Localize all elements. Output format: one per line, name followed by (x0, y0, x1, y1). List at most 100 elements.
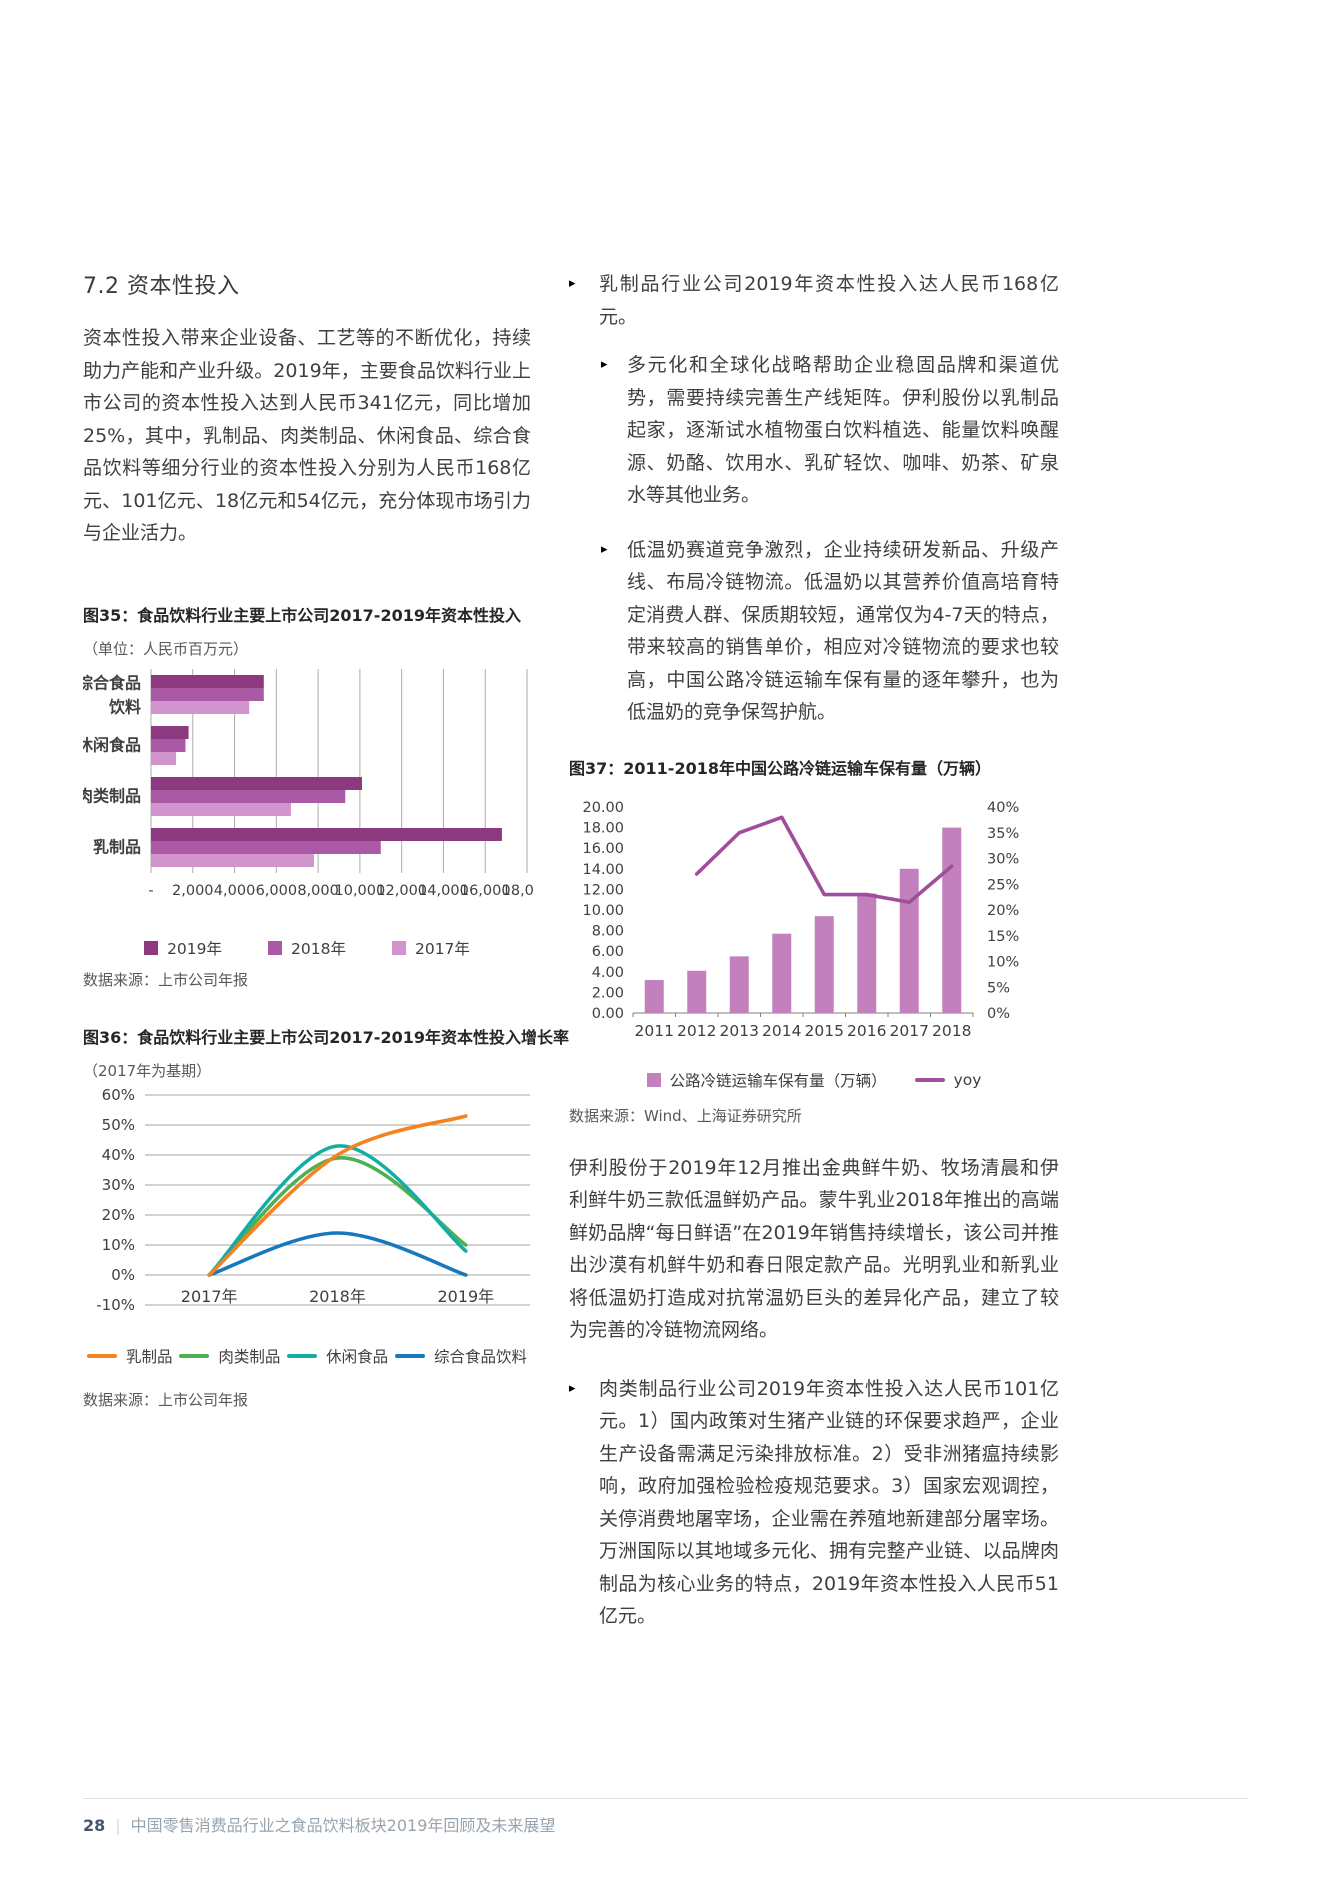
legend-label: yoy (953, 1070, 982, 1089)
svg-text:18,000: 18,000 (502, 883, 533, 899)
figure-35: 图35：食品饮料行业主要上市公司2017-2019年资本性投入 （单位：人民币百… (76, 602, 552, 990)
svg-text:2015: 2015 (805, 1022, 844, 1040)
svg-text:2014: 2014 (762, 1022, 801, 1040)
legend-label: 乳制品 (126, 1347, 173, 1366)
svg-text:12.00: 12.00 (582, 882, 624, 898)
figure-37-combo-chart: 20.00 18.00 16.00 14.00 12.00 10.00 8.00 6.00 4.… (582, 800, 1019, 1040)
svg-text:18.00: 18.00 (582, 820, 624, 836)
svg-text:14.00: 14.00 (582, 861, 624, 877)
figure-36-legend: 乳制品 肉类制品 休闲食品 综合食品饮料 (83, 1345, 531, 1367)
svg-text:15%: 15% (987, 928, 1019, 944)
legend-item: 肉类制品 (179, 1345, 280, 1367)
bullet-meat-capex: ▸ 肉类制品行业公司2019年资本性投入达人民币101亿元。1）国内政策对生猪产… (569, 1373, 1059, 1633)
legend-item: 2017年 (391, 937, 470, 959)
legend-square-swatch (268, 940, 283, 955)
svg-text:综合食品: 综合食品 (83, 673, 141, 692)
svg-text:2013: 2013 (720, 1022, 759, 1040)
svg-text:60%: 60% (102, 1086, 135, 1104)
legend-item: 休闲食品 (287, 1345, 388, 1367)
legend-square-swatch (391, 940, 406, 955)
svg-text:40%: 40% (987, 800, 1019, 816)
bullet-chilled-milk-text: 低温奶赛道竞争激烈，企业持续研发新品、升级产线、布局冷链物流。低温奶以其营养价值… (627, 538, 1059, 724)
svg-text:2,000: 2,000 (172, 883, 214, 899)
figure-35-unit: （单位：人民币百万元） (83, 639, 249, 658)
svg-text:10.00: 10.00 (582, 903, 624, 919)
svg-text:20%: 20% (102, 1206, 135, 1224)
bullet-triangle-icon: ▸ (601, 541, 608, 557)
svg-text:-: - (148, 883, 153, 899)
svg-text:50%: 50% (102, 1116, 135, 1134)
left-column: 7.2 资本性投入 资本性投入带来企业设备、工艺等的不断优化，持续助力产能和产业… (76, 268, 569, 1649)
svg-text:8.00: 8.00 (592, 923, 624, 939)
legend-label: 综合食品饮料 (433, 1347, 527, 1366)
svg-text:4,000: 4,000 (214, 883, 256, 899)
legend-item: 乳制品 (87, 1345, 173, 1367)
svg-text:6,000: 6,000 (256, 883, 298, 899)
svg-text:-10%: -10% (96, 1296, 135, 1314)
page-number: 28 (83, 1816, 106, 1835)
legend-item: 2019年 (144, 937, 222, 959)
figure-35-caption: 图35：食品饮料行业主要上市公司2017-2019年资本性投入 (83, 605, 521, 625)
svg-text:4.00: 4.00 (592, 964, 624, 980)
svg-text:5%: 5% (987, 980, 1010, 996)
svg-text:30%: 30% (102, 1176, 135, 1194)
svg-text:10%: 10% (102, 1236, 135, 1254)
svg-text:25%: 25% (987, 877, 1019, 893)
svg-text:2017: 2017 (890, 1022, 929, 1040)
svg-text:8,000: 8,000 (297, 883, 339, 899)
svg-text:乳制品: 乳制品 (93, 837, 141, 856)
svg-text:0.00: 0.00 (592, 1006, 624, 1022)
legend-item: yoy (914, 1070, 982, 1089)
legend-label: 2019年 (167, 939, 223, 958)
svg-text:16.00: 16.00 (582, 841, 624, 857)
bullet-triangle-icon: ▸ (601, 357, 608, 372)
legend-line-swatch (287, 1353, 318, 1358)
figure-37-legend: 公路冷链运输车保有量（万辆） yoy (569, 1069, 1059, 1091)
figure-36-source: 数据来源：上市公司年报 (83, 1390, 249, 1409)
section-heading: 7.2 资本性投入 (83, 274, 240, 299)
bullet-meat-capex-text: 肉类制品行业公司2019年资本性投入达人民币101亿元。1）国内政策对生猪产业链… (599, 1377, 1059, 1628)
right-column: ▸ 乳制品行业公司2019年资本性投入达人民币168亿元。 ▸ 多元化和全球化战… (569, 268, 1059, 1649)
figure-35-bar-chart: -2,000 4,000 6,000 8,00010,00012,00014,0001… (76, 668, 552, 899)
bullet-diversification-text: 多元化和全球化战略帮助企业稳固品牌和渠道优势，需要持续完善生产线矩阵。伊利股份以… (627, 354, 1059, 506)
intro-paragraph: 资本性投入带来企业设备、工艺等的不断优化，持续助力产能和产业升级。2019年，主… (83, 327, 531, 544)
figure-36-line-chart: 60% 50% 40% 30% 20% 10% 0% -10% 2017年 2018年 2019年 (96, 1086, 530, 1314)
legend-item: 综合食品饮料 (394, 1345, 527, 1367)
figure-36: 图36：食品饮料行业主要上市公司2017-2019年资本性投入增长率 （2017… (83, 1024, 569, 1410)
bullet-dairy-capex: ▸ 乳制品行业公司2019年资本性投入达人民币168亿元。 (569, 268, 1059, 333)
svg-text:2018年: 2018年 (309, 1287, 366, 1306)
bullet-triangle-icon: ▸ (569, 1380, 576, 1396)
svg-text:35%: 35% (987, 825, 1019, 841)
figure-35-source: 数据来源：上市公司年报 (83, 970, 249, 989)
svg-text:12,000: 12,000 (376, 883, 427, 899)
legend-label: 公路冷链运输车保有量（万辆） (669, 1071, 887, 1090)
page-content: 7.2 资本性投入 资本性投入带来企业设备、工艺等的不断优化，持续助力产能和产业… (76, 268, 1063, 1649)
legend-item: 2018年 (268, 937, 346, 959)
figure-36-subtitle: （2017年为基期） (83, 1061, 212, 1080)
legend-line-swatch (179, 1353, 210, 1358)
page-footer: 28 | 中国零售消费品行业之食品饮料板块2019年回顾及未来展望 (83, 1798, 1248, 1836)
svg-text:0%: 0% (111, 1266, 135, 1284)
figure-37-caption: 图37：2011-2018年中国公路冷链运输车保有量（万辆） (569, 758, 991, 778)
svg-text:2017年: 2017年 (181, 1287, 238, 1306)
legend-line-swatch (914, 1077, 945, 1082)
chilled-milk-paragraph: 伊利股份于2019年12月推出金典鲜牛奶、牧场清晨和伊利鲜牛奶三款低温鲜奶产品。… (569, 1156, 1059, 1342)
legend-square-swatch (646, 1072, 661, 1087)
figure-37: 图37：2011-2018年中国公路冷链运输车保有量（万辆） 20.00 18.0… (569, 755, 1059, 1126)
svg-text:2016: 2016 (847, 1022, 886, 1040)
svg-text:40%: 40% (102, 1146, 135, 1164)
svg-text:10%: 10% (987, 954, 1019, 970)
legend-label: 休闲食品 (326, 1347, 389, 1366)
svg-text:2011: 2011 (635, 1022, 674, 1040)
svg-text:肉类制品: 肉类制品 (83, 786, 141, 805)
legend-label: 2018年 (291, 939, 346, 958)
svg-text:休闲食品: 休闲食品 (83, 735, 141, 754)
svg-text:0%: 0% (987, 1006, 1010, 1022)
footer-title: 中国零售消费品行业之食品饮料板块2019年回顾及未来展望 (130, 1816, 556, 1835)
legend-label: 2017年 (414, 939, 470, 958)
svg-text:2018: 2018 (932, 1022, 971, 1040)
legend-label: 肉类制品 (218, 1347, 281, 1366)
figure-37-source: 数据来源：Wind、上海证券研究所 (569, 1106, 802, 1125)
legend-square-swatch (144, 940, 159, 955)
